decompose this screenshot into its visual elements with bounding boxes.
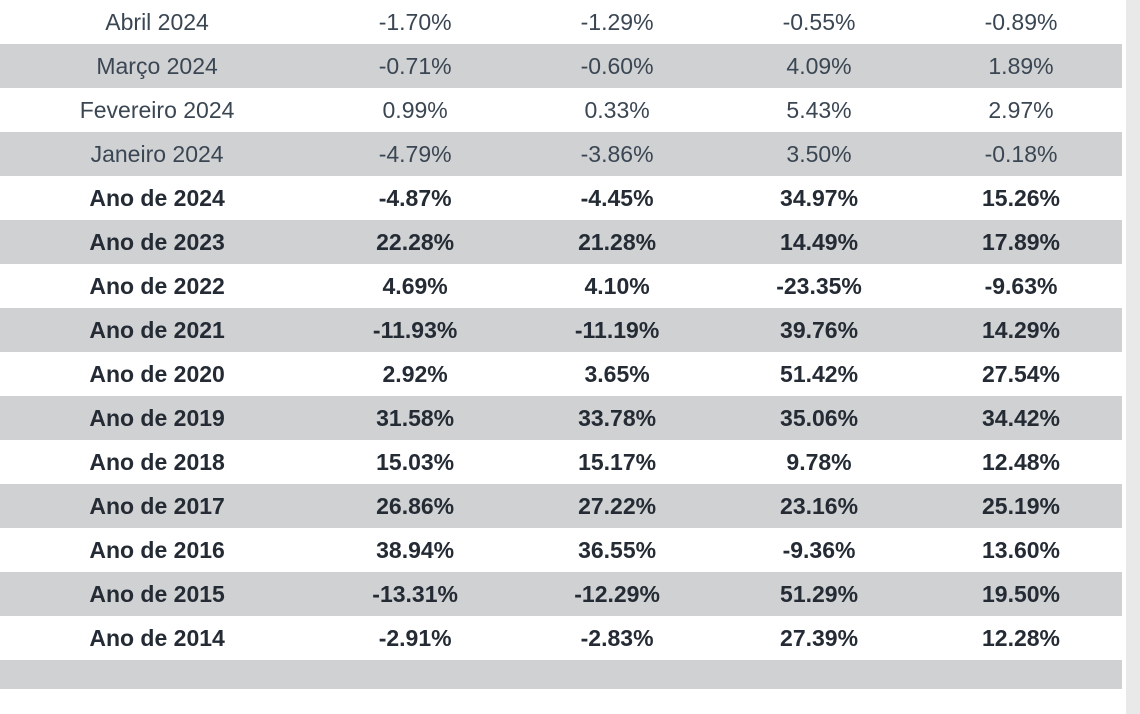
value-col-2: 15.17% (516, 440, 718, 484)
row-label: Ano de 2015 (0, 572, 314, 616)
value-col-3: -23.35% (718, 264, 920, 308)
table-row-partial (0, 660, 1122, 689)
table-row: Abril 2024-1.70%-1.29%-0.55%-0.89% (0, 0, 1122, 44)
partial-cell (718, 660, 920, 689)
value-col-2: -1.29% (516, 0, 718, 44)
table-row: Ano de 20202.92%3.65%51.42%27.54% (0, 352, 1122, 396)
value-col-4: 27.54% (920, 352, 1122, 396)
value-col-1: -4.79% (314, 132, 516, 176)
row-label: Janeiro 2024 (0, 132, 314, 176)
value-col-4: 1.89% (920, 44, 1122, 88)
value-col-1: -11.93% (314, 308, 516, 352)
row-label: Ano de 2018 (0, 440, 314, 484)
value-col-4: -0.18% (920, 132, 1122, 176)
value-col-1: 2.92% (314, 352, 516, 396)
value-col-3: 23.16% (718, 484, 920, 528)
table-row: Ano de 2015-13.31%-12.29%51.29%19.50% (0, 572, 1122, 616)
value-col-4: 2.97% (920, 88, 1122, 132)
row-label: Ano de 2020 (0, 352, 314, 396)
value-col-1: -1.70% (314, 0, 516, 44)
table-row: Janeiro 2024-4.79%-3.86%3.50%-0.18% (0, 132, 1122, 176)
value-col-4: 12.28% (920, 616, 1122, 660)
row-label: Ano de 2021 (0, 308, 314, 352)
value-col-3: 3.50% (718, 132, 920, 176)
row-label: Ano de 2023 (0, 220, 314, 264)
value-col-4: 12.48% (920, 440, 1122, 484)
table-frame: Abril 2024-1.70%-1.29%-0.55%-0.89%Março … (0, 0, 1140, 714)
value-col-1: 15.03% (314, 440, 516, 484)
value-col-4: 13.60% (920, 528, 1122, 572)
value-col-4: 15.26% (920, 176, 1122, 220)
value-col-2: 33.78% (516, 396, 718, 440)
value-col-2: -4.45% (516, 176, 718, 220)
value-col-2: 36.55% (516, 528, 718, 572)
scrollbar-track[interactable] (1126, 0, 1140, 714)
value-col-4: 17.89% (920, 220, 1122, 264)
value-col-1: -13.31% (314, 572, 516, 616)
table-row: Ano de 20224.69%4.10%-23.35%-9.63% (0, 264, 1122, 308)
partial-cell (516, 660, 718, 689)
row-label: Ano de 2017 (0, 484, 314, 528)
value-col-2: -11.19% (516, 308, 718, 352)
value-col-4: 34.42% (920, 396, 1122, 440)
value-col-2: -0.60% (516, 44, 718, 88)
value-col-2: 4.10% (516, 264, 718, 308)
value-col-3: 51.29% (718, 572, 920, 616)
value-col-2: 0.33% (516, 88, 718, 132)
value-col-2: 27.22% (516, 484, 718, 528)
value-col-3: 35.06% (718, 396, 920, 440)
performance-table: Abril 2024-1.70%-1.29%-0.55%-0.89%Março … (0, 0, 1122, 689)
row-label: Fevereiro 2024 (0, 88, 314, 132)
value-col-3: -0.55% (718, 0, 920, 44)
value-col-1: 0.99% (314, 88, 516, 132)
row-label: Ano de 2022 (0, 264, 314, 308)
value-col-2: -2.83% (516, 616, 718, 660)
value-col-4: 25.19% (920, 484, 1122, 528)
table-row: Ano de 2014-2.91%-2.83%27.39%12.28% (0, 616, 1122, 660)
partial-cell (314, 660, 516, 689)
value-col-2: 21.28% (516, 220, 718, 264)
value-col-3: 27.39% (718, 616, 920, 660)
value-col-3: 39.76% (718, 308, 920, 352)
row-label: Abril 2024 (0, 0, 314, 44)
value-col-4: -9.63% (920, 264, 1122, 308)
value-col-4: 14.29% (920, 308, 1122, 352)
table-row: Ano de 2021-11.93%-11.19%39.76%14.29% (0, 308, 1122, 352)
partial-cell (920, 660, 1122, 689)
value-col-3: 9.78% (718, 440, 920, 484)
row-label: Ano de 2016 (0, 528, 314, 572)
table-row: Ano de 2024-4.87%-4.45%34.97%15.26% (0, 176, 1122, 220)
value-col-1: 4.69% (314, 264, 516, 308)
value-col-1: -2.91% (314, 616, 516, 660)
value-col-3: 34.97% (718, 176, 920, 220)
value-col-1: -0.71% (314, 44, 516, 88)
row-label: Ano de 2019 (0, 396, 314, 440)
value-col-3: 51.42% (718, 352, 920, 396)
value-col-1: -4.87% (314, 176, 516, 220)
row-label: Março 2024 (0, 44, 314, 88)
table-row: Ano de 202322.28%21.28%14.49%17.89% (0, 220, 1122, 264)
row-label: Ano de 2024 (0, 176, 314, 220)
value-col-1: 22.28% (314, 220, 516, 264)
row-label: Ano de 2014 (0, 616, 314, 660)
value-col-3: 14.49% (718, 220, 920, 264)
value-col-3: 5.43% (718, 88, 920, 132)
value-col-2: -12.29% (516, 572, 718, 616)
value-col-3: 4.09% (718, 44, 920, 88)
table-row: Ano de 201726.86%27.22%23.16%25.19% (0, 484, 1122, 528)
value-col-1: 26.86% (314, 484, 516, 528)
value-col-3: -9.36% (718, 528, 920, 572)
value-col-4: -0.89% (920, 0, 1122, 44)
value-col-2: -3.86% (516, 132, 718, 176)
table-row: Ano de 201815.03%15.17%9.78%12.48% (0, 440, 1122, 484)
table-row: Ano de 201638.94%36.55%-9.36%13.60% (0, 528, 1122, 572)
value-col-1: 38.94% (314, 528, 516, 572)
table-row: Ano de 201931.58%33.78%35.06%34.42% (0, 396, 1122, 440)
table-row: Fevereiro 20240.99%0.33%5.43%2.97% (0, 88, 1122, 132)
partial-cell (0, 660, 314, 689)
value-col-2: 3.65% (516, 352, 718, 396)
table-row: Março 2024-0.71%-0.60%4.09%1.89% (0, 44, 1122, 88)
value-col-1: 31.58% (314, 396, 516, 440)
value-col-4: 19.50% (920, 572, 1122, 616)
